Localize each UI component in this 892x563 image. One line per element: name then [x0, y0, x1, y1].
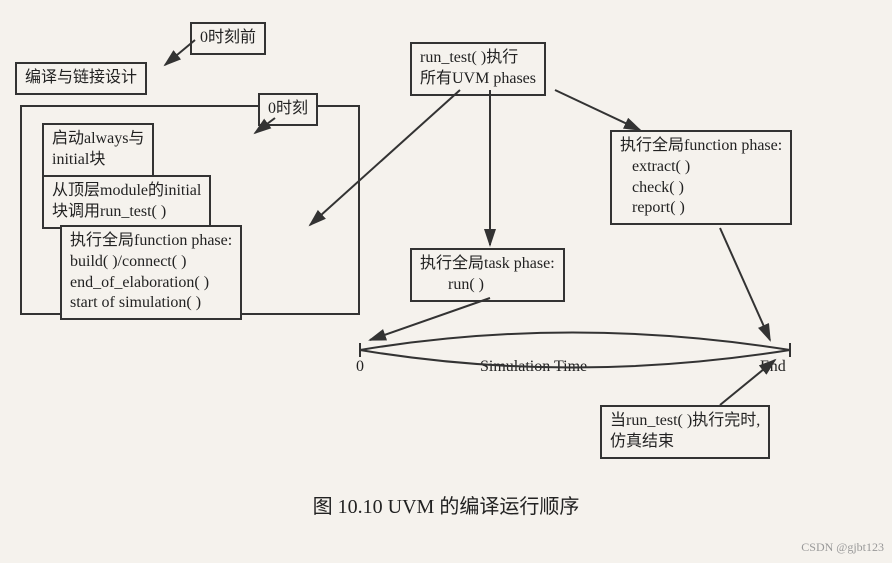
- label-zero: 0: [356, 358, 364, 376]
- box-compile-link: 编译与链接设计: [15, 62, 147, 95]
- box-task-phase: 执行全局task phase: run( ): [410, 248, 565, 302]
- label-sim-time: Simulation Time: [480, 358, 587, 376]
- box-build-phases: 执行全局function phase: build( )/connect( ) …: [60, 225, 242, 320]
- box-sim-end: 当run_test( )执行完时, 仿真结束: [600, 405, 770, 459]
- box-time0: 0时刻: [258, 93, 318, 126]
- box-run-test-exec: run_test( )执行 所有UVM phases: [410, 42, 546, 96]
- box-call-run-test: 从顶层module的initial 块调用run_test( ): [42, 175, 211, 229]
- watermark: CSDN @gjbt123: [801, 540, 884, 555]
- box-time0-before: 0时刻前: [190, 22, 266, 55]
- figure-caption: 图 10.10 UVM 的编译运行顺序: [0, 490, 892, 519]
- box-final-phases: 执行全局function phase: extract( ) check( ) …: [610, 130, 792, 225]
- label-end: End: [760, 358, 786, 376]
- box-start-always-initial: 启动always与 initial块: [42, 123, 154, 177]
